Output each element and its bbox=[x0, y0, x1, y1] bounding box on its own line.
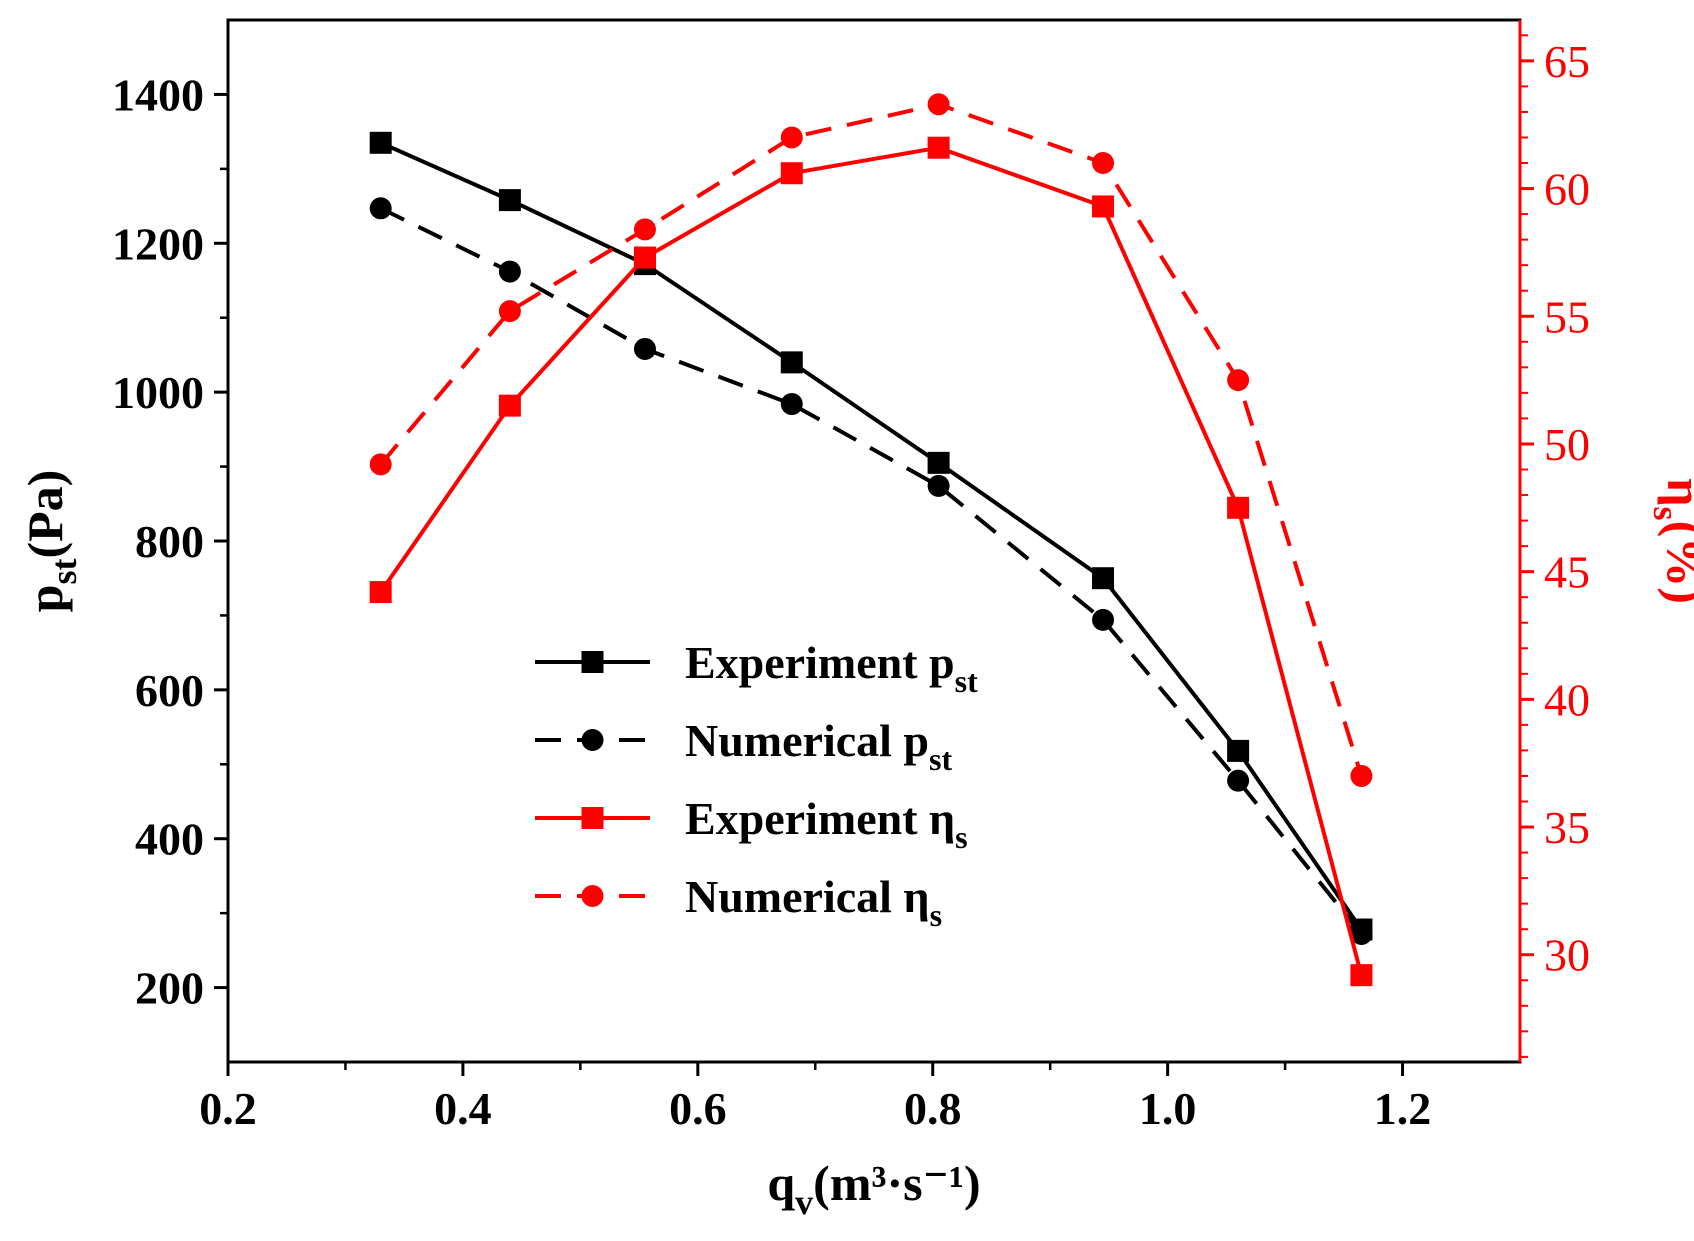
legend-label: Experiment pst bbox=[685, 637, 978, 699]
y-right-tick-label: 40 bbox=[1544, 674, 1590, 725]
data-point bbox=[498, 189, 521, 212]
series-line bbox=[379, 140, 1364, 931]
legend-swatch-marker bbox=[581, 651, 604, 673]
series-2 bbox=[369, 197, 1373, 945]
x-tick-label: 0.8 bbox=[904, 1083, 962, 1134]
data-point bbox=[927, 451, 950, 474]
data-point bbox=[927, 93, 950, 116]
y-left-tick-label: 800 bbox=[135, 516, 204, 567]
legend-swatch-marker bbox=[581, 729, 604, 751]
data-point bbox=[369, 131, 392, 154]
data-point bbox=[498, 260, 521, 283]
y-left-tick-label: 1200 bbox=[112, 218, 204, 269]
data-point bbox=[780, 162, 803, 185]
series-line bbox=[379, 145, 1364, 976]
y-left-tick-label: 1400 bbox=[112, 69, 204, 120]
x-tick-label: 1.0 bbox=[1139, 1083, 1197, 1134]
x-tick-label: 0.4 bbox=[434, 1083, 492, 1134]
y-left-tick-label: 600 bbox=[135, 665, 204, 716]
x-tick-label: 0.6 bbox=[669, 1083, 727, 1134]
data-point bbox=[1092, 608, 1115, 631]
series-4 bbox=[369, 93, 1373, 787]
data-point bbox=[1092, 152, 1115, 175]
data-point bbox=[369, 197, 392, 220]
data-point bbox=[1092, 195, 1115, 218]
y-left-axis-title: pst(Pa) bbox=[17, 470, 84, 613]
y-right-tick-label: 60 bbox=[1544, 164, 1590, 215]
bottom-axis: 0.2 0.4 0.6 0.8 1.0 1.2 bbox=[199, 1062, 1431, 1134]
data-point bbox=[1227, 769, 1250, 792]
legend-item: Experiment ηs bbox=[535, 793, 968, 855]
data-point bbox=[498, 394, 521, 417]
y-right-axis-title: ηs(%) bbox=[1646, 478, 1694, 604]
legend-label: Numerical pst bbox=[685, 715, 952, 777]
legend-item: Numerical ηs bbox=[535, 871, 942, 933]
y-right-tick-label: 50 bbox=[1544, 419, 1590, 470]
data-point bbox=[369, 453, 392, 476]
legend-label: Experiment ηs bbox=[685, 793, 968, 855]
legend: Experiment pst Numerical pst Experiment ηs… bbox=[535, 637, 978, 933]
y-left-tick-label: 1000 bbox=[112, 367, 204, 418]
data-point bbox=[1227, 369, 1250, 392]
y-right-tick-label: 45 bbox=[1544, 547, 1590, 598]
series-line bbox=[379, 206, 1363, 936]
y-left-tick-label: 200 bbox=[135, 963, 204, 1014]
y-left-tick-label: 400 bbox=[135, 814, 204, 865]
data-point bbox=[927, 136, 950, 159]
y-right-tick-label: 65 bbox=[1544, 36, 1590, 87]
legend-swatch-marker bbox=[581, 807, 604, 829]
right-axis: 30 35 40 45 50 55 60 65 bbox=[1518, 20, 1590, 1062]
data-point bbox=[1350, 964, 1373, 987]
data-point bbox=[633, 337, 656, 360]
x-tick-label: 0.2 bbox=[199, 1083, 257, 1134]
y-right-tick-label: 35 bbox=[1544, 802, 1590, 853]
data-point bbox=[633, 246, 656, 269]
data-point bbox=[780, 393, 803, 416]
data-point bbox=[1227, 739, 1250, 762]
x-tick-label: 1.2 bbox=[1374, 1083, 1432, 1134]
x-axis-title: qv(m³·s⁻¹) bbox=[767, 1155, 980, 1222]
data-point bbox=[498, 300, 521, 323]
data-point bbox=[1350, 764, 1373, 787]
axis-titles: qv(m³·s⁻¹) pst(Pa) ηs(%) bbox=[17, 470, 1694, 1222]
y-right-tick-label: 55 bbox=[1544, 291, 1590, 342]
data-point bbox=[927, 474, 950, 497]
series-line bbox=[379, 102, 1364, 777]
legend-swatch-marker bbox=[581, 885, 604, 907]
legend-label: Numerical ηs bbox=[685, 871, 942, 933]
data-point bbox=[1350, 922, 1373, 945]
series-layer bbox=[369, 93, 1373, 987]
data-point bbox=[1227, 496, 1250, 519]
left-axis: 200 400 600 800 1000 1200 1400 bbox=[112, 69, 228, 1014]
data-point bbox=[780, 351, 803, 374]
legend-item: Numerical pst bbox=[535, 715, 952, 777]
data-point bbox=[1092, 567, 1115, 590]
legend-item: Experiment pst bbox=[535, 637, 978, 699]
y-right-tick-label: 30 bbox=[1544, 930, 1590, 981]
series-3 bbox=[369, 136, 1373, 987]
data-point bbox=[780, 126, 803, 149]
data-point bbox=[369, 581, 392, 604]
data-point bbox=[633, 218, 656, 241]
